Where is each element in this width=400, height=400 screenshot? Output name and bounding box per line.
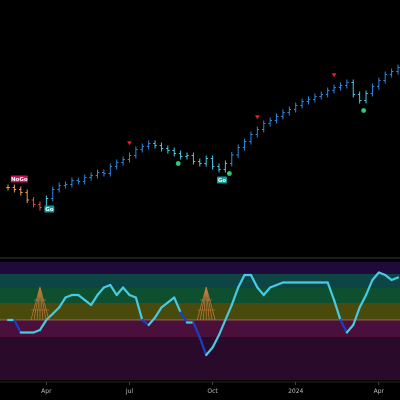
x-tick-label: Apr — [41, 388, 52, 395]
oscillator-line — [6, 271, 400, 357]
price-bar — [159, 142, 164, 152]
price-bar — [313, 93, 317, 103]
price-bar — [274, 113, 279, 124]
price-bar — [191, 152, 196, 165]
price-bar — [198, 158, 202, 167]
price-bar — [25, 189, 29, 203]
price-bar — [229, 152, 234, 167]
price-bar — [153, 140, 157, 149]
x-tick-label: Oct — [207, 388, 218, 395]
price-bar — [12, 184, 17, 193]
price-bar — [268, 117, 272, 127]
price-bar — [338, 82, 343, 91]
price-bar — [210, 155, 215, 170]
price-bar — [383, 71, 388, 84]
price-bar — [261, 120, 266, 133]
oscillator-zone — [0, 262, 400, 274]
price-bar — [281, 109, 285, 120]
price-bar — [185, 152, 189, 160]
wave-marker-icon — [30, 286, 50, 321]
countertrend-arrow-icon — [331, 73, 337, 78]
price-bar — [345, 79, 349, 89]
countertrend-arrow-icon — [254, 115, 260, 120]
price-bar — [82, 174, 87, 185]
price-bar — [134, 146, 138, 159]
price-bar — [389, 68, 394, 78]
price-bar — [370, 83, 375, 97]
price-bar — [127, 152, 132, 163]
go-signal-label: Go — [216, 176, 227, 184]
price-bar — [178, 150, 183, 160]
price-bar — [50, 186, 55, 202]
price-bar — [332, 84, 336, 94]
price-bar — [6, 184, 10, 191]
oscillator-zone — [0, 288, 400, 303]
price-bar — [351, 79, 356, 98]
price-bar — [223, 160, 228, 173]
price-bar — [300, 98, 304, 109]
x-tick-label: Apr — [374, 388, 385, 395]
price-bar — [76, 177, 81, 185]
price-bar — [18, 186, 23, 196]
go-label-text: Go — [218, 178, 227, 184]
countertrend-arrow-icon — [127, 141, 132, 146]
x-tick-label: Jul — [125, 388, 134, 395]
price-bar — [31, 197, 36, 208]
price-bar — [121, 156, 125, 166]
price-bar — [242, 138, 247, 151]
oscillator-zone — [0, 320, 400, 337]
x-tick-label: 2024 — [288, 388, 303, 395]
wave-marker-icon — [196, 286, 216, 321]
price-bar — [146, 140, 151, 150]
x-axis: Apr Jul Oct 2024 Apr — [0, 381, 400, 395]
continuation-dot-icon — [226, 171, 232, 176]
price-bar — [236, 144, 240, 158]
price-bar — [357, 91, 362, 104]
nogo-signal-label: NoGo — [10, 175, 28, 183]
price-bar — [255, 126, 260, 138]
continuation-dot-icon — [175, 161, 181, 166]
price-bar — [89, 172, 93, 181]
price-bar — [377, 77, 381, 90]
go-signal-label: Go — [44, 205, 55, 213]
price-bar — [166, 145, 170, 154]
price-bar — [70, 177, 74, 188]
price-bar — [95, 169, 100, 179]
go-label-text: Go — [45, 207, 54, 213]
price-bar — [204, 155, 208, 167]
price-bar — [249, 131, 253, 145]
price-bar — [319, 91, 324, 100]
price-bar — [306, 96, 311, 105]
price-bar — [140, 143, 145, 153]
price-bar — [293, 102, 298, 113]
continuation-dot-icon — [361, 108, 367, 113]
price-bar — [38, 201, 42, 211]
nogo-label-text: NoGo — [11, 177, 28, 183]
oscillator-zone — [0, 274, 400, 288]
price-bar — [325, 87, 330, 98]
signals: NoGo Go Go — [10, 73, 367, 213]
wave-markers — [30, 286, 216, 321]
price-panel: NoGo Go Go — [6, 64, 400, 213]
price-bar — [102, 169, 106, 177]
price-bar — [364, 90, 368, 104]
price-bar — [172, 147, 177, 157]
price-bar — [287, 106, 292, 116]
oscillator-zone — [0, 303, 400, 320]
price-bar — [114, 159, 119, 170]
price-bar — [57, 182, 61, 193]
oscillator-zones — [0, 262, 400, 380]
price-bar — [217, 163, 221, 173]
oscillator-panel — [0, 262, 400, 380]
oscillator-zone — [0, 337, 400, 380]
price-bar — [108, 163, 113, 177]
price-bar — [63, 181, 68, 189]
